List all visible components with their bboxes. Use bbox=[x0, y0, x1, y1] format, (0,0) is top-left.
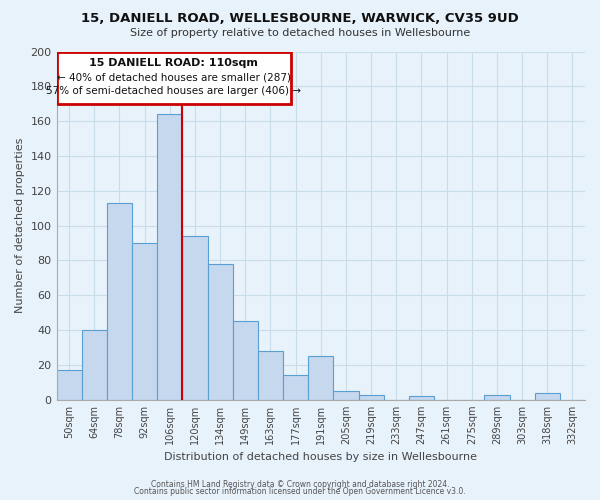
Bar bbox=[258, 351, 283, 400]
Text: 15 DANIELL ROAD: 110sqm: 15 DANIELL ROAD: 110sqm bbox=[89, 58, 258, 68]
Bar bbox=[334, 391, 359, 400]
FancyBboxPatch shape bbox=[57, 52, 290, 104]
Bar bbox=[56, 370, 82, 400]
Text: 57% of semi-detached houses are larger (406) →: 57% of semi-detached houses are larger (… bbox=[46, 86, 301, 97]
Text: 15, DANIELL ROAD, WELLESBOURNE, WARWICK, CV35 9UD: 15, DANIELL ROAD, WELLESBOURNE, WARWICK,… bbox=[81, 12, 519, 26]
Text: Contains public sector information licensed under the Open Government Licence v3: Contains public sector information licen… bbox=[134, 487, 466, 496]
Bar bbox=[233, 322, 258, 400]
Bar bbox=[535, 393, 560, 400]
Text: ← 40% of detached houses are smaller (287): ← 40% of detached houses are smaller (28… bbox=[57, 72, 291, 83]
Bar bbox=[283, 376, 308, 400]
Y-axis label: Number of detached properties: Number of detached properties bbox=[15, 138, 25, 314]
Bar bbox=[132, 243, 157, 400]
Bar bbox=[359, 394, 383, 400]
Bar bbox=[208, 264, 233, 400]
Bar bbox=[409, 396, 434, 400]
Bar bbox=[157, 114, 182, 400]
Bar bbox=[107, 203, 132, 400]
Text: Size of property relative to detached houses in Wellesbourne: Size of property relative to detached ho… bbox=[130, 28, 470, 38]
X-axis label: Distribution of detached houses by size in Wellesbourne: Distribution of detached houses by size … bbox=[164, 452, 477, 462]
Bar bbox=[82, 330, 107, 400]
Text: Contains HM Land Registry data © Crown copyright and database right 2024.: Contains HM Land Registry data © Crown c… bbox=[151, 480, 449, 489]
Bar bbox=[308, 356, 334, 400]
Bar bbox=[484, 394, 509, 400]
Bar bbox=[182, 236, 208, 400]
